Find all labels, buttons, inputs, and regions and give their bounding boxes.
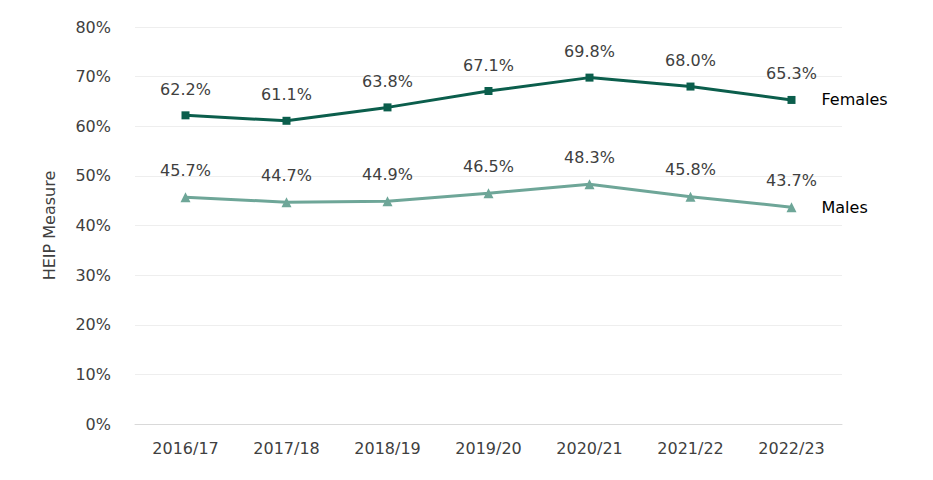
svg-text:70%: 70% — [75, 67, 111, 86]
svg-text:44.7%: 44.7% — [261, 166, 312, 185]
svg-text:43.7%: 43.7% — [766, 171, 817, 190]
svg-text:69.8%: 69.8% — [564, 42, 615, 61]
svg-text:44.9%: 44.9% — [362, 165, 413, 184]
svg-text:45.8%: 45.8% — [665, 160, 716, 179]
svg-text:Females: Females — [822, 90, 888, 109]
svg-text:60%: 60% — [75, 117, 111, 136]
svg-text:2017/18: 2017/18 — [253, 439, 319, 458]
svg-text:46.5%: 46.5% — [463, 157, 514, 176]
svg-text:63.8%: 63.8% — [362, 72, 413, 91]
svg-text:65.3%: 65.3% — [766, 64, 817, 83]
svg-text:2018/19: 2018/19 — [354, 439, 420, 458]
svg-text:68.0%: 68.0% — [665, 51, 716, 70]
svg-text:2022/23: 2022/23 — [758, 439, 824, 458]
svg-text:67.1%: 67.1% — [463, 56, 514, 75]
svg-text:Males: Males — [822, 198, 868, 217]
svg-text:2021/22: 2021/22 — [657, 439, 723, 458]
svg-text:61.1%: 61.1% — [261, 85, 312, 104]
svg-text:40%: 40% — [75, 216, 111, 235]
svg-text:30%: 30% — [75, 266, 111, 285]
svg-text:48.3%: 48.3% — [564, 148, 615, 167]
svg-text:2016/17: 2016/17 — [152, 439, 218, 458]
svg-text:20%: 20% — [75, 315, 111, 334]
svg-text:HEIP Measure: HEIP Measure — [40, 171, 59, 281]
svg-text:62.2%: 62.2% — [160, 80, 211, 99]
svg-text:10%: 10% — [75, 365, 111, 384]
svg-text:80%: 80% — [75, 18, 111, 37]
svg-text:0%: 0% — [86, 415, 111, 434]
svg-text:2020/21: 2020/21 — [556, 439, 622, 458]
svg-text:45.7%: 45.7% — [160, 161, 211, 180]
svg-text:2019/20: 2019/20 — [455, 439, 521, 458]
svg-text:50%: 50% — [75, 166, 111, 185]
